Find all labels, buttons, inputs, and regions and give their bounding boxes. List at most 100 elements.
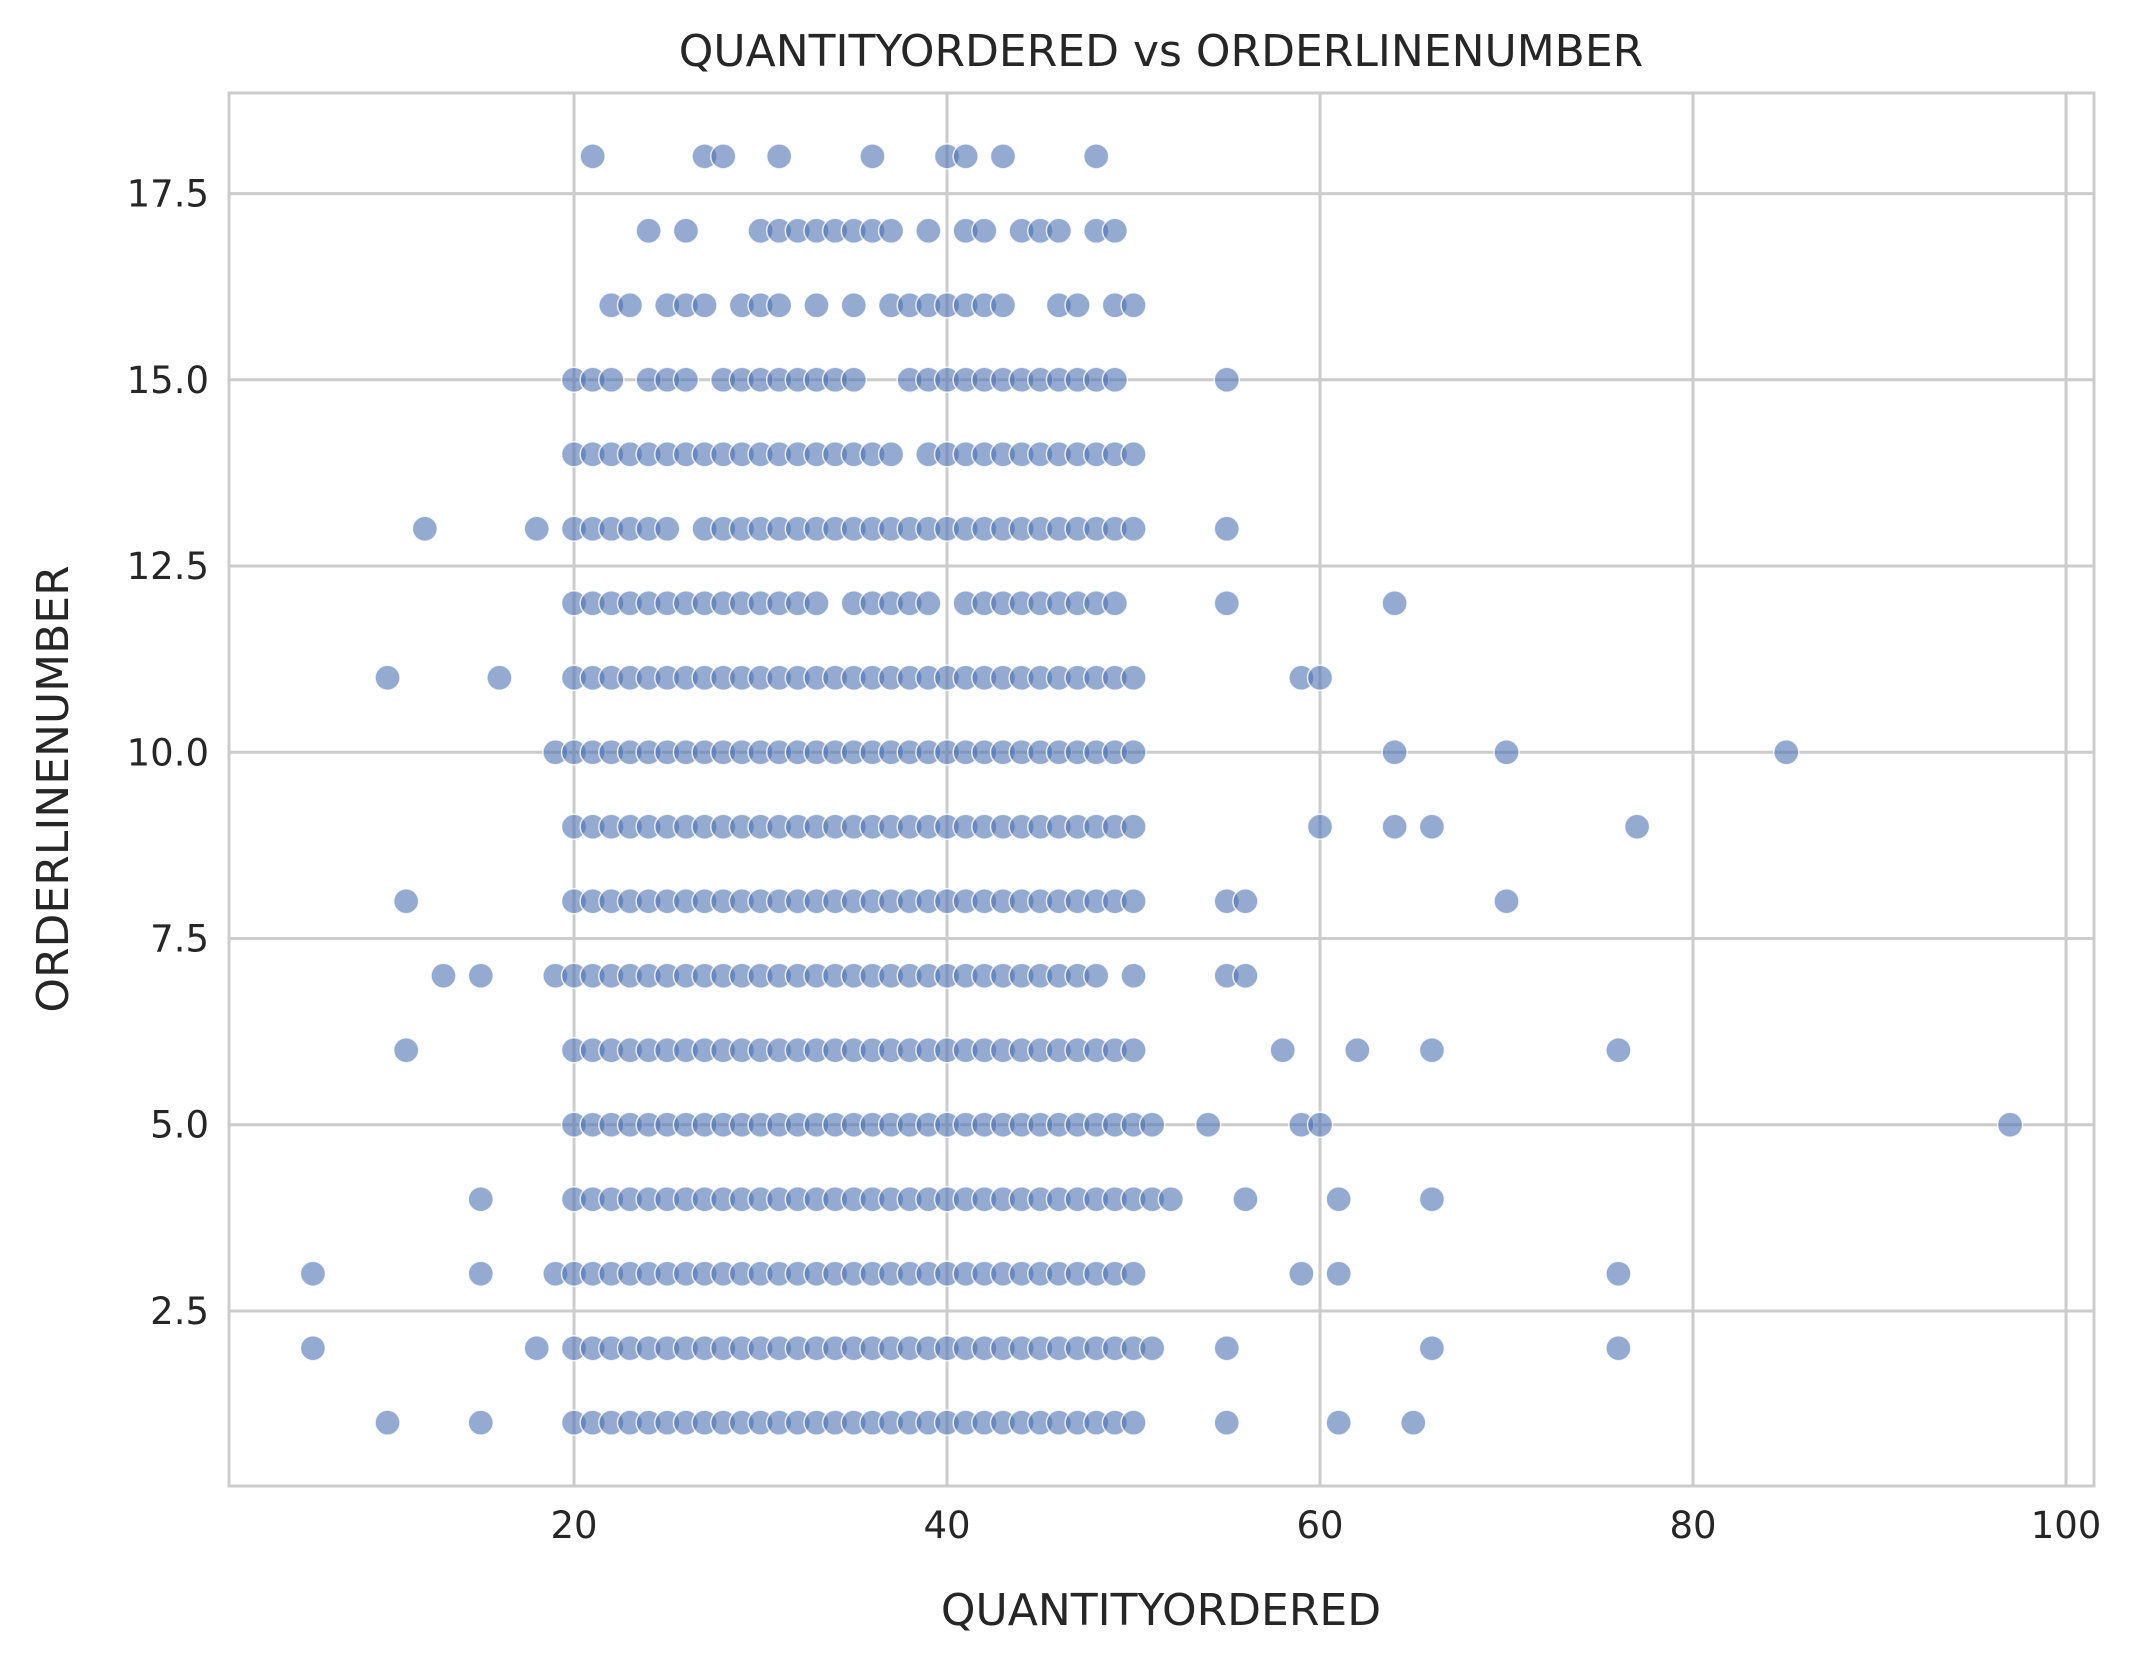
data-point	[1082, 143, 1110, 170]
data-point	[1120, 664, 1147, 692]
data-point	[1232, 962, 1259, 989]
x-tick-label: 80	[1669, 1504, 1716, 1547]
data-point	[1120, 1036, 1147, 1064]
data-point	[1381, 813, 1408, 840]
data-point	[1120, 292, 1147, 319]
x-tick-label: 100	[2031, 1504, 2102, 1547]
data-point	[1101, 590, 1129, 617]
data-point	[1605, 1260, 1632, 1287]
data-point	[840, 366, 868, 394]
y-tick-label: 10.0	[127, 731, 209, 774]
y-tick-labels: 2.5 5.0 7.5 10.0 12.5 15.0 17.5	[127, 173, 209, 1333]
data-point	[1120, 739, 1147, 766]
data-point	[672, 217, 700, 245]
data-point	[1493, 739, 1520, 766]
data-point	[1120, 1409, 1147, 1436]
data-point	[989, 292, 1017, 319]
data-point	[1306, 1111, 1334, 1138]
y-tick-label: 15.0	[127, 359, 209, 402]
data-point	[1232, 887, 1259, 915]
data-point	[1064, 292, 1091, 319]
data-point	[1101, 366, 1129, 394]
data-point	[1213, 366, 1241, 394]
y-tick-label: 12.5	[127, 545, 209, 588]
data-point	[1306, 664, 1334, 692]
data-point	[1418, 1185, 1446, 1213]
data-point	[1381, 590, 1408, 617]
data-point	[765, 292, 793, 319]
data-point	[1288, 1260, 1315, 1287]
grid-lines	[229, 93, 2094, 1486]
data-point	[971, 217, 998, 245]
data-point	[1269, 1036, 1296, 1064]
y-tick-label: 7.5	[150, 917, 209, 960]
data-point	[672, 366, 700, 394]
data-point	[915, 590, 942, 617]
data-point	[299, 1334, 327, 1362]
data-point	[299, 1260, 327, 1287]
data-point	[1138, 1334, 1166, 1362]
data-point	[1325, 1185, 1352, 1213]
y-tick-label: 2.5	[150, 1290, 209, 1333]
data-point	[877, 217, 905, 245]
data-point	[1418, 1036, 1446, 1064]
data-point	[598, 366, 625, 394]
data-point	[374, 664, 401, 692]
data-point	[1101, 217, 1129, 245]
data-point	[486, 664, 513, 692]
data-point	[1213, 1409, 1241, 1436]
x-tick-label: 60	[1296, 1504, 1343, 1547]
chart-title: QUANTITYORDERED vs ORDERLINENUMBER	[679, 26, 1643, 77]
data-point	[1232, 1185, 1259, 1213]
data-point	[1120, 1260, 1147, 1287]
data-point	[1120, 441, 1147, 468]
x-axis-label: QUANTITYORDERED	[941, 1585, 1381, 1636]
data-point	[374, 1409, 401, 1436]
data-point	[1120, 813, 1147, 840]
data-point	[1400, 1409, 1427, 1436]
data-point	[1605, 1334, 1632, 1362]
data-point	[1605, 1036, 1632, 1064]
data-point	[1194, 1111, 1222, 1138]
data-points	[299, 143, 2024, 1436]
data-point	[467, 962, 495, 989]
data-point	[1418, 1334, 1446, 1362]
data-point	[1213, 1334, 1241, 1362]
data-point	[1996, 1111, 2024, 1138]
y-tick-label: 17.5	[127, 173, 209, 216]
y-tick-label: 5.0	[150, 1104, 209, 1147]
data-point	[616, 292, 644, 319]
data-point	[989, 143, 1017, 170]
data-point	[430, 962, 457, 989]
data-point	[1493, 887, 1520, 915]
data-point	[1418, 813, 1446, 840]
data-point	[1306, 813, 1334, 840]
y-axis-label: ORDERLINENUMBER	[28, 565, 79, 1012]
data-point	[467, 1185, 495, 1213]
x-tick-label: 40	[923, 1504, 970, 1547]
data-point	[392, 887, 420, 915]
data-point	[1325, 1409, 1352, 1436]
data-point	[1213, 515, 1241, 543]
data-point	[579, 143, 606, 170]
data-point	[691, 292, 718, 319]
data-point	[765, 143, 793, 170]
data-point	[803, 292, 830, 319]
data-point	[467, 1260, 495, 1287]
data-point	[1082, 962, 1110, 989]
data-point	[411, 515, 439, 543]
data-point	[1045, 217, 1073, 245]
data-point	[1120, 887, 1147, 915]
data-point	[1120, 962, 1147, 989]
data-point	[523, 515, 550, 543]
x-tick-labels: 20 40 60 80 100	[550, 1504, 2101, 1547]
data-point	[915, 217, 942, 245]
data-point	[1773, 739, 1800, 766]
data-point	[803, 590, 830, 617]
data-point	[952, 143, 979, 170]
data-point	[877, 441, 905, 468]
data-point	[840, 292, 868, 319]
data-point	[1325, 1260, 1352, 1287]
data-point	[635, 217, 662, 245]
